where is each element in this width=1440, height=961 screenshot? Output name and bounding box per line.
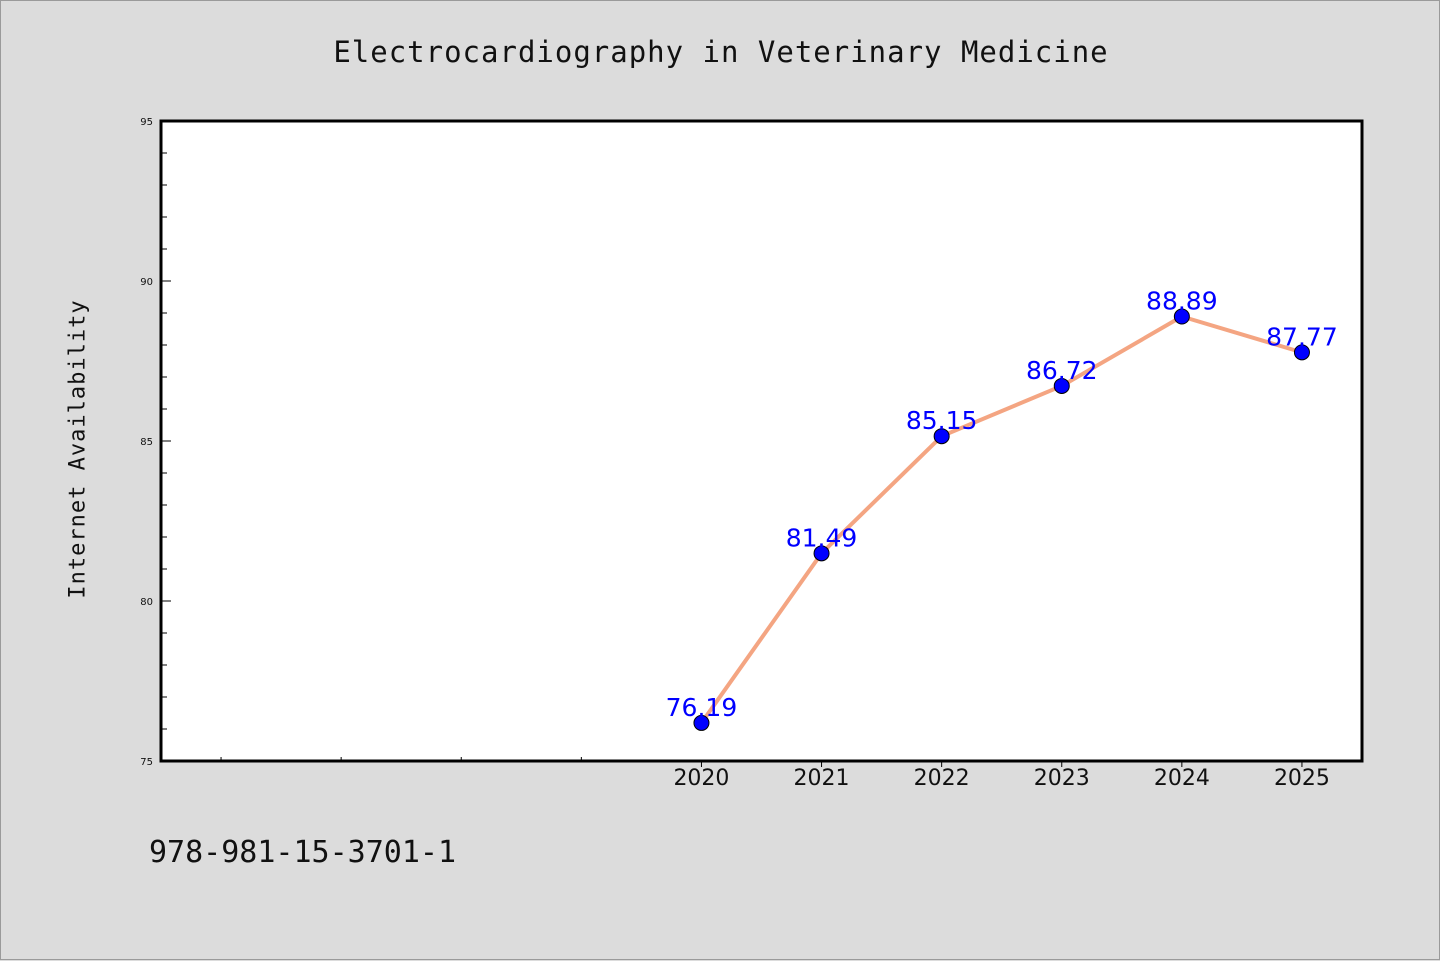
- x-tick-label: 2022: [914, 766, 970, 791]
- data-label: 85.15: [906, 406, 978, 435]
- data-label: 81.49: [786, 523, 858, 552]
- series-line: [699, 314, 1303, 725]
- data-point: [813, 545, 830, 562]
- y-tick-label: 90: [140, 277, 153, 288]
- x-tick-label: 2020: [673, 766, 729, 791]
- plot-area: [159, 119, 1364, 763]
- data-point: [933, 428, 950, 445]
- data-labels: 76.19 81.49 85.15 86.72 88.89 87.77: [666, 287, 1338, 722]
- data-label: 76.19: [666, 693, 738, 722]
- x-tick-label: 2023: [1034, 766, 1090, 791]
- x-tick-label: 2025: [1274, 766, 1330, 791]
- chart-title: Electrocardiography in Veterinary Medici…: [333, 35, 1109, 69]
- data-label: 88.89: [1146, 287, 1218, 316]
- x-tick-label: 2021: [794, 766, 850, 791]
- data-point: [1293, 344, 1310, 361]
- y-tick-label: 75: [140, 757, 153, 768]
- x-tick-label: 2024: [1154, 766, 1210, 791]
- y-tick-label: 85: [140, 437, 153, 448]
- data-label: 87.77: [1266, 322, 1338, 351]
- data-point: [1173, 308, 1190, 325]
- y-tick-label: 80: [140, 597, 153, 608]
- data-point: [693, 714, 710, 731]
- data-label: 86.72: [1026, 356, 1098, 385]
- x-axis: 2020 2021 2022 2023 2024 2025: [220, 757, 1330, 791]
- footnote-isbn: 978-981-15-3701-1: [149, 835, 457, 870]
- y-axis: 75 80 85 90 95: [140, 117, 171, 768]
- series-layer: [693, 308, 1310, 731]
- data-point: [1053, 377, 1070, 394]
- y-tick-label: 95: [140, 117, 153, 128]
